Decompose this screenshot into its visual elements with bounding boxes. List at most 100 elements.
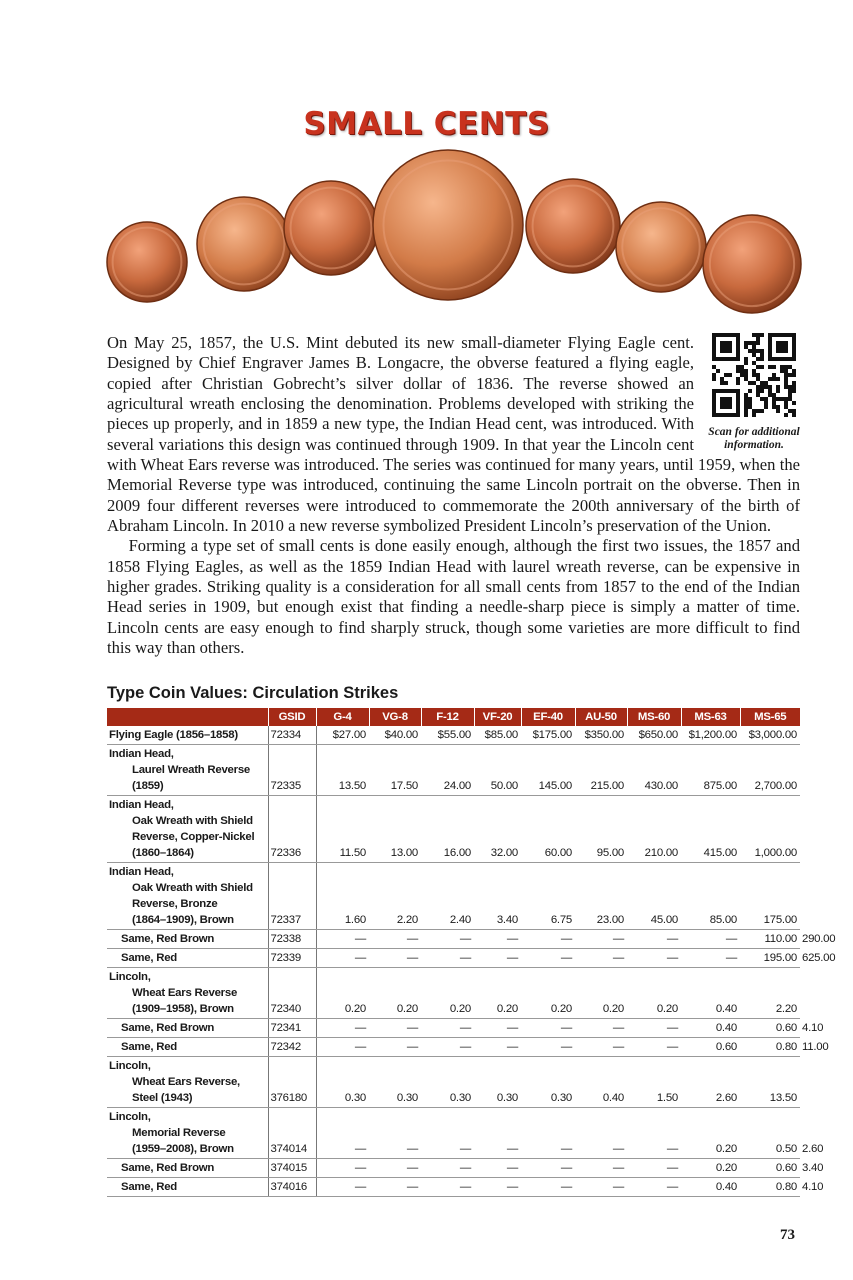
qr-module <box>744 413 748 417</box>
value-cell: — <box>316 1177 369 1197</box>
coin-rim <box>202 202 286 286</box>
value-cell: 1.60 <box>316 862 369 930</box>
value-cell: 11.50 <box>316 795 369 863</box>
qr-module <box>756 393 760 397</box>
value-cell: $350.00 <box>575 726 627 745</box>
table-row: Same, Red 72339— — — — — — — —195.00 625.00 <box>107 948 836 968</box>
qr-module <box>712 401 716 405</box>
qr-module <box>724 413 728 417</box>
qr-module <box>756 341 760 345</box>
value-cell: 2.20 <box>740 967 800 1019</box>
qr-module <box>724 357 728 361</box>
qr-module <box>736 409 740 413</box>
value-cell: 210.00 <box>627 795 681 863</box>
qr-module <box>744 377 748 381</box>
qr-module <box>768 333 772 337</box>
value-cell: 0.20 <box>681 1158 740 1178</box>
value-cell: 17.50 <box>369 744 421 796</box>
qr-module <box>720 401 724 405</box>
qr-module <box>740 369 744 373</box>
table-row: Lincoln, Wheat Ears Reverse, Steel (1943) 3… <box>107 1056 800 1108</box>
qr-module <box>784 365 788 369</box>
value-cell: 60.00 <box>521 795 575 863</box>
value-cell: — <box>421 948 474 968</box>
row-label: Same, Red <box>107 1037 269 1057</box>
value-cell: 2.40 <box>421 862 474 930</box>
qr-module <box>784 333 788 337</box>
qr-module <box>784 397 788 401</box>
qr-module <box>760 409 764 413</box>
qr-module <box>756 409 760 413</box>
qr-module <box>712 389 716 393</box>
value-cell: — <box>521 1177 575 1197</box>
value-cell: 0.20 <box>369 967 421 1019</box>
qr-module <box>720 345 724 349</box>
qr-module <box>760 381 764 385</box>
value-cell: — <box>627 1177 681 1197</box>
value-cell: — <box>474 1158 521 1178</box>
qr-module <box>712 365 716 369</box>
qr-module <box>792 333 796 337</box>
value-cell: 1.50 <box>627 1056 681 1108</box>
table-row: Same, Red 374016— — — — — — —0.40 0.80 4.10 <box>107 1177 823 1197</box>
qr-module <box>736 377 740 381</box>
qr-module <box>724 345 728 349</box>
gsid-cell: 376180 <box>268 1056 317 1108</box>
coin-rim <box>382 159 514 291</box>
value-cell: $1,200.00 <box>681 726 740 745</box>
qr-module <box>752 333 756 337</box>
qr-module <box>724 349 728 353</box>
qr-module <box>768 337 772 341</box>
value-cell: 875.00 <box>681 744 740 796</box>
value-cell: 1,000.00 <box>740 795 800 863</box>
qr-module <box>720 381 724 385</box>
value-cell: 3.40 <box>474 862 521 930</box>
qr-module <box>740 365 744 369</box>
qr-module <box>736 397 740 401</box>
qr-caption: Scan for additional information. <box>708 426 800 452</box>
qr-module <box>748 349 752 353</box>
qr-module <box>712 377 716 381</box>
value-cell: — <box>316 948 369 968</box>
qr-module <box>728 333 732 337</box>
qr-module <box>780 365 784 369</box>
qr-module <box>792 401 796 405</box>
value-cell: — <box>521 929 575 949</box>
value-cell: 0.40 <box>575 1056 627 1108</box>
coin-rim <box>289 186 373 270</box>
value-cell: — <box>316 1107 369 1159</box>
row-label-line: Reverse, Bronze <box>132 898 218 910</box>
qr-module <box>772 357 776 361</box>
value-cell: $40.00 <box>369 726 421 745</box>
value-cell: 0.60 <box>681 1037 740 1057</box>
value-cell: — <box>575 1018 627 1038</box>
qr-module <box>712 413 716 417</box>
qr-module <box>792 385 796 389</box>
value-cell: — <box>681 948 740 968</box>
value-cell: — <box>316 1158 369 1178</box>
qr-module <box>792 353 796 357</box>
qr-module <box>784 369 788 373</box>
value-cell: — <box>474 948 521 968</box>
qr-module <box>728 413 732 417</box>
qr-module <box>744 361 748 365</box>
value-cell: — <box>474 1177 521 1197</box>
qr-module <box>760 365 764 369</box>
row-label-line: Oak Wreath with Shield <box>132 815 253 827</box>
value-cell: 0.60 <box>740 1018 800 1038</box>
value-cell: — <box>369 1018 421 1038</box>
row-label: Lincoln, Wheat Ears Reverse, Steel (1943) <box>107 1056 269 1108</box>
value-cell: 215.00 <box>575 744 627 796</box>
header-cell: F-12 <box>420 708 474 726</box>
qr-module <box>752 345 756 349</box>
row-label-line: (1909–1958), Brown <box>132 1003 234 1015</box>
qr-module <box>744 345 748 349</box>
value-cell: 16.00 <box>421 795 474 863</box>
table-title: Type Coin Values: Circulation Strikes <box>107 684 399 702</box>
qr-module <box>736 413 740 417</box>
coin <box>372 149 524 301</box>
qr-module <box>784 385 788 389</box>
header-cell: VG-8 <box>368 708 421 726</box>
qr-module <box>772 365 776 369</box>
